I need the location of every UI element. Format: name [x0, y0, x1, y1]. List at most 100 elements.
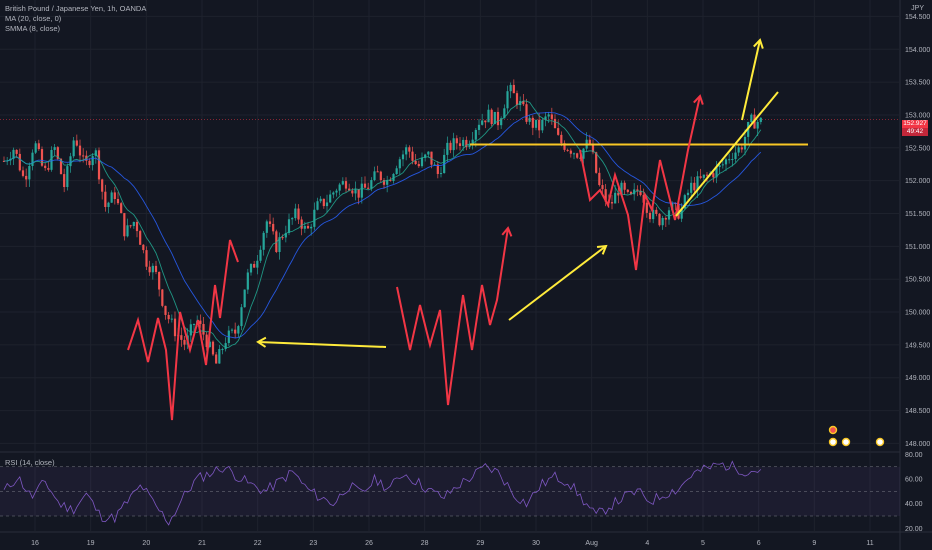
candle-body [614, 192, 617, 204]
drawings [127, 38, 808, 421]
price-tick-label: 154.500 [905, 14, 930, 21]
currency-label[interactable]: JPY [911, 5, 924, 12]
symbol-legend[interactable]: British Pound / Japanese Yen, 1h, OANDA [5, 4, 147, 13]
candle-body [28, 166, 31, 180]
candle-body [750, 114, 753, 123]
candle-body [702, 174, 705, 178]
arrow-up [741, 39, 761, 121]
candle-body [515, 93, 519, 106]
candle-body [158, 271, 161, 290]
candle-body [541, 119, 544, 131]
candle-body [154, 265, 158, 272]
time-tick-label: 4 [645, 540, 649, 547]
candle-body [389, 179, 392, 181]
candle-body [474, 129, 477, 140]
price-tick-label: 154.000 [905, 47, 930, 54]
rising-trendline [675, 91, 779, 217]
candle-body [449, 142, 452, 151]
time-tick-label: 20 [142, 540, 150, 547]
candle-body [78, 145, 82, 156]
candle-body [370, 180, 373, 189]
candle-body [569, 150, 572, 154]
candle-body [246, 272, 249, 290]
price-axis: 154.500 154.000 153.500 153.000 152.500 152.0… [905, 14, 930, 448]
candle-body [107, 202, 110, 208]
last-price-tag: 152.927 [902, 120, 928, 128]
candle-body [25, 175, 28, 180]
candle-body [34, 143, 37, 153]
candle-body [734, 152, 737, 160]
candle-body [386, 179, 389, 185]
candle-body [503, 108, 506, 119]
candle-body [401, 154, 405, 160]
candle-body [341, 181, 344, 185]
candle-body [116, 199, 120, 204]
candle-body [544, 116, 547, 120]
candle-body [446, 142, 449, 155]
event-icon-inner [830, 439, 836, 445]
candle-body [490, 109, 493, 125]
candle-body [120, 203, 123, 214]
candle-body [455, 138, 458, 144]
candle-body [284, 232, 287, 238]
time-tick-label: 23 [309, 540, 317, 547]
candle-body [471, 139, 474, 145]
smma-legend[interactable]: SMMA (8, close) [5, 24, 61, 33]
candle-body [636, 189, 639, 191]
time-tick-label: 22 [254, 540, 262, 547]
candle-body [91, 156, 94, 166]
candle-body [72, 140, 75, 157]
time-tick-label: 5 [701, 540, 705, 547]
candle-body [363, 183, 367, 188]
candle-body [560, 134, 563, 144]
candle-body [382, 180, 386, 185]
ma-line [3, 111, 762, 339]
candle-body [468, 144, 471, 148]
zigzag-right [579, 95, 701, 271]
rsi-tick-label: 60.00 [905, 477, 923, 484]
candle-body [66, 166, 69, 188]
countdown-tag: 49:42 [902, 128, 928, 136]
candle-body [538, 119, 541, 131]
zigzag-right-head [693, 94, 704, 105]
candle-body [484, 120, 487, 123]
candle-body [44, 165, 47, 169]
time-tick-label: 9 [812, 540, 816, 547]
candle-body [721, 164, 724, 166]
candle-body [310, 226, 313, 229]
arrow-up-right-head [596, 244, 608, 255]
candle-body [639, 190, 642, 196]
candle-body [506, 91, 509, 109]
candle-body [313, 209, 316, 227]
candle-body [373, 171, 376, 181]
candle-body [94, 150, 97, 157]
rsi-pane: 80.00 60.00 40.00 20.00 [0, 452, 923, 533]
event-icons[interactable] [828, 425, 885, 447]
candle-body [21, 170, 25, 176]
candle-body [40, 149, 44, 166]
rsi-legend[interactable]: RSI (14, close) [5, 458, 55, 467]
candle-body [332, 192, 335, 195]
ma-legend[interactable]: MA (20, close, 0) [5, 14, 62, 23]
candle-body [56, 147, 59, 159]
time-tick-label: 26 [365, 540, 373, 547]
candle-body [110, 192, 113, 203]
candle-body [243, 289, 246, 308]
candle-body [294, 208, 297, 219]
candle-body [667, 210, 671, 220]
price-tick-label: 151.500 [905, 211, 930, 218]
smma-line [3, 100, 762, 349]
candle-body [272, 223, 275, 232]
candle-body [12, 149, 15, 159]
candle-body [82, 155, 85, 157]
candle-body [37, 143, 40, 150]
time-tick-label: 16 [31, 540, 39, 547]
candle-body [338, 184, 341, 191]
candle-body [240, 307, 243, 327]
candle-body [664, 217, 667, 220]
candle-body [376, 171, 379, 173]
candle-body [151, 265, 154, 273]
arrow-left-head [256, 336, 267, 348]
price-tick-label: 152.000 [905, 178, 930, 185]
